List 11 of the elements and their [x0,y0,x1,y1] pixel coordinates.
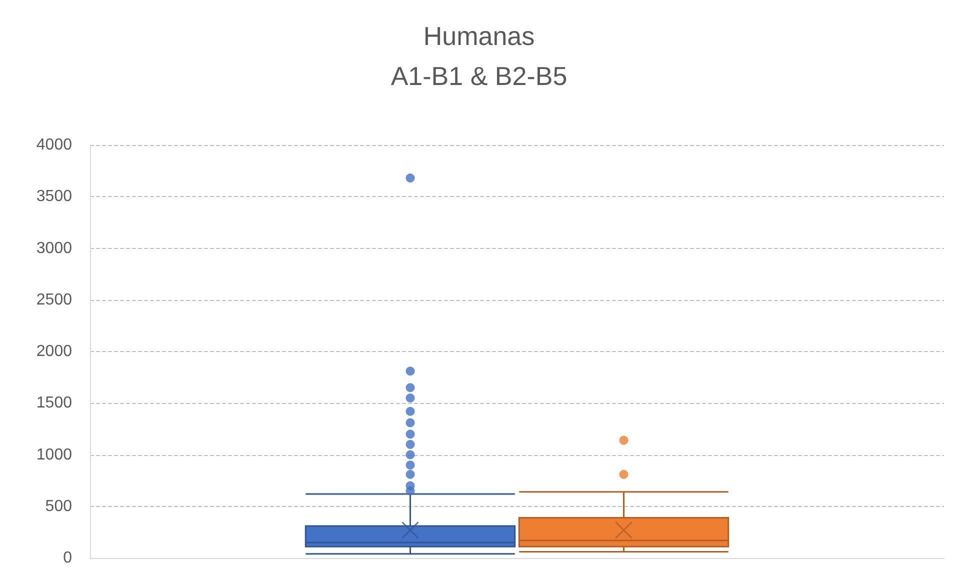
chart-title: Humanas [423,21,535,51]
y-tick-label: 3500 [36,188,72,206]
y-tick-label: 0 [63,550,72,566]
chart-subtitle: A1-B1 & B2-B5 [390,61,568,91]
y-tick-label: 1500 [36,394,72,412]
y-tick-label: 500 [45,498,72,515]
y-tick-label: 1000 [36,446,72,464]
y-tick-label: 3000 [36,240,72,257]
y-tick-label: 2500 [36,291,72,308]
y-tick-label: 4000 [36,136,72,154]
y-tick-label: 2000 [36,343,72,360]
